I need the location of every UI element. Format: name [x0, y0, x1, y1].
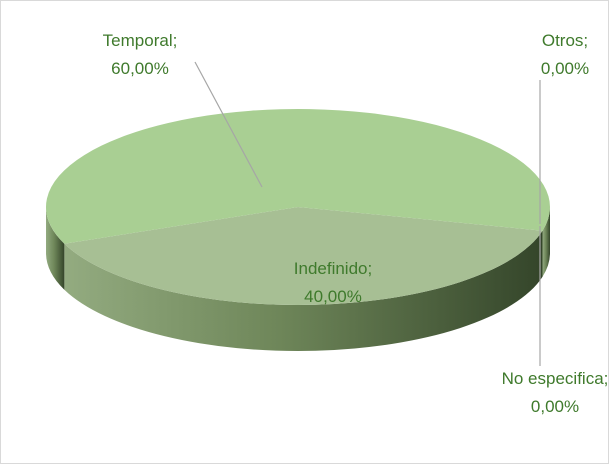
category-name: Otros: [542, 31, 584, 50]
data-label: Temporal; 60,00%: [103, 31, 178, 78]
value-label: 0,00%: [541, 59, 589, 78]
pie-side: [64, 230, 543, 351]
value-label: 40,00%: [304, 287, 362, 306]
pie-side: [542, 207, 550, 277]
category-label: Temporal;: [103, 31, 178, 50]
pie-slice: [298, 207, 543, 231]
value-label: 0,00%: [531, 397, 579, 416]
category-name: Temporal: [103, 31, 173, 50]
pie-slice: [46, 109, 550, 244]
label-separator: ;: [368, 259, 373, 278]
category-label: No especifica;: [502, 369, 609, 388]
category-name: Indefinido: [294, 259, 368, 278]
pie-side: [46, 207, 65, 290]
pie-slice: [64, 207, 543, 306]
category-name: No especifica: [502, 369, 605, 388]
value-label: 60,00%: [111, 59, 169, 78]
data-label: Indefinido; 40,00%: [294, 259, 372, 306]
data-label: No especifica; 0,00%: [502, 369, 609, 416]
label-separator: ;: [173, 31, 178, 50]
category-label: Otros;: [542, 31, 588, 50]
category-label: Indefinido;: [294, 259, 372, 278]
leader-line: [194, 61, 263, 188]
label-separator: ;: [604, 369, 609, 388]
data-label: Otros; 0,00%: [541, 31, 589, 78]
label-separator: ;: [583, 31, 588, 50]
